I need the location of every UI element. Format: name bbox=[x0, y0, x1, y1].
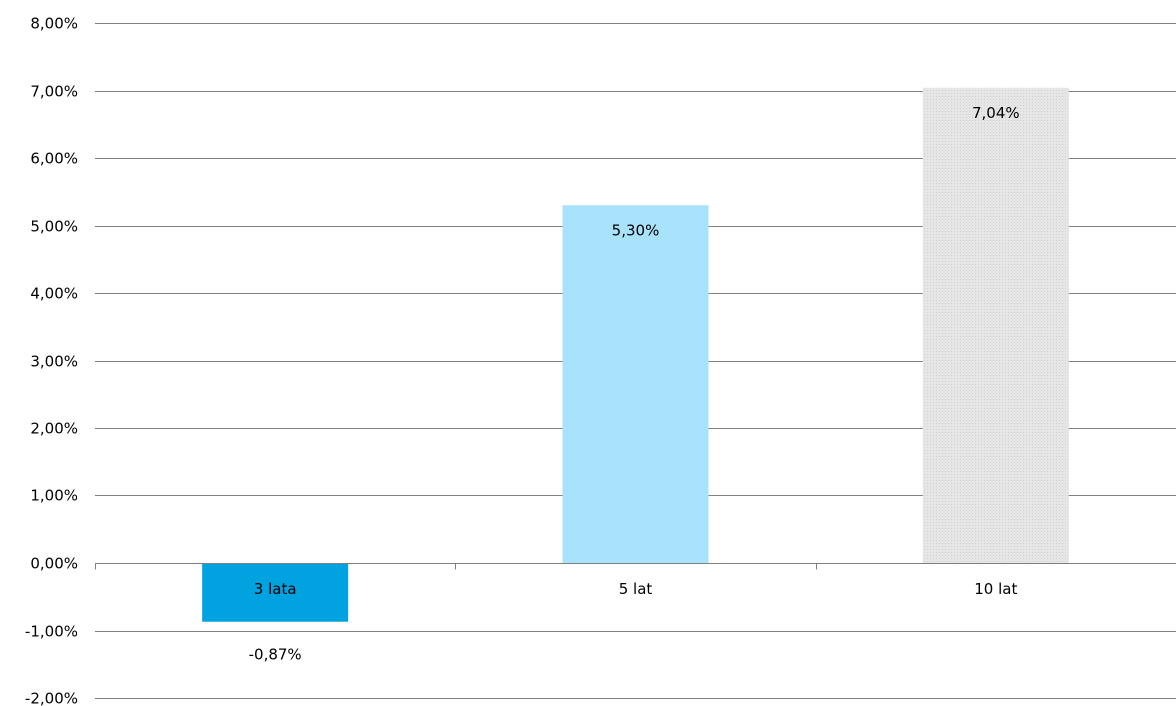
data-label: -0,87% bbox=[249, 646, 302, 664]
bar-3-lata bbox=[202, 563, 349, 622]
y-tick-label: 2,00% bbox=[30, 420, 78, 438]
x-axis bbox=[95, 563, 1176, 570]
x-tick-label: 10 lat bbox=[974, 580, 1017, 598]
y-tick-label: 4,00% bbox=[30, 285, 78, 303]
x-tick-label: 3 lata bbox=[254, 580, 297, 598]
y-tick-label: 1,00% bbox=[30, 487, 78, 505]
labels: 8,00% 7,00% 6,00% 5,00% 4,00% 3,00% 2,00% 1,00%… bbox=[25, 15, 1020, 706]
y-tick-label: 5,00% bbox=[30, 218, 78, 236]
bar-5-lat bbox=[562, 205, 709, 563]
bars bbox=[202, 87, 1069, 622]
data-label: 7,04% bbox=[972, 104, 1020, 122]
y-tick-label: 3,00% bbox=[30, 353, 78, 371]
y-tick-label: 7,00% bbox=[30, 83, 78, 101]
y-tick-label: 8,00% bbox=[30, 15, 78, 33]
y-tick-label: -1,00% bbox=[25, 623, 78, 641]
y-tick-label: 0,00% bbox=[30, 555, 78, 573]
data-label: 5,30% bbox=[612, 221, 660, 239]
y-tick-label: 6,00% bbox=[30, 150, 78, 168]
y-tick-label: -2,00% bbox=[25, 690, 78, 706]
x-tick-label: 5 lat bbox=[619, 580, 653, 598]
bar-10-lat bbox=[922, 87, 1069, 564]
